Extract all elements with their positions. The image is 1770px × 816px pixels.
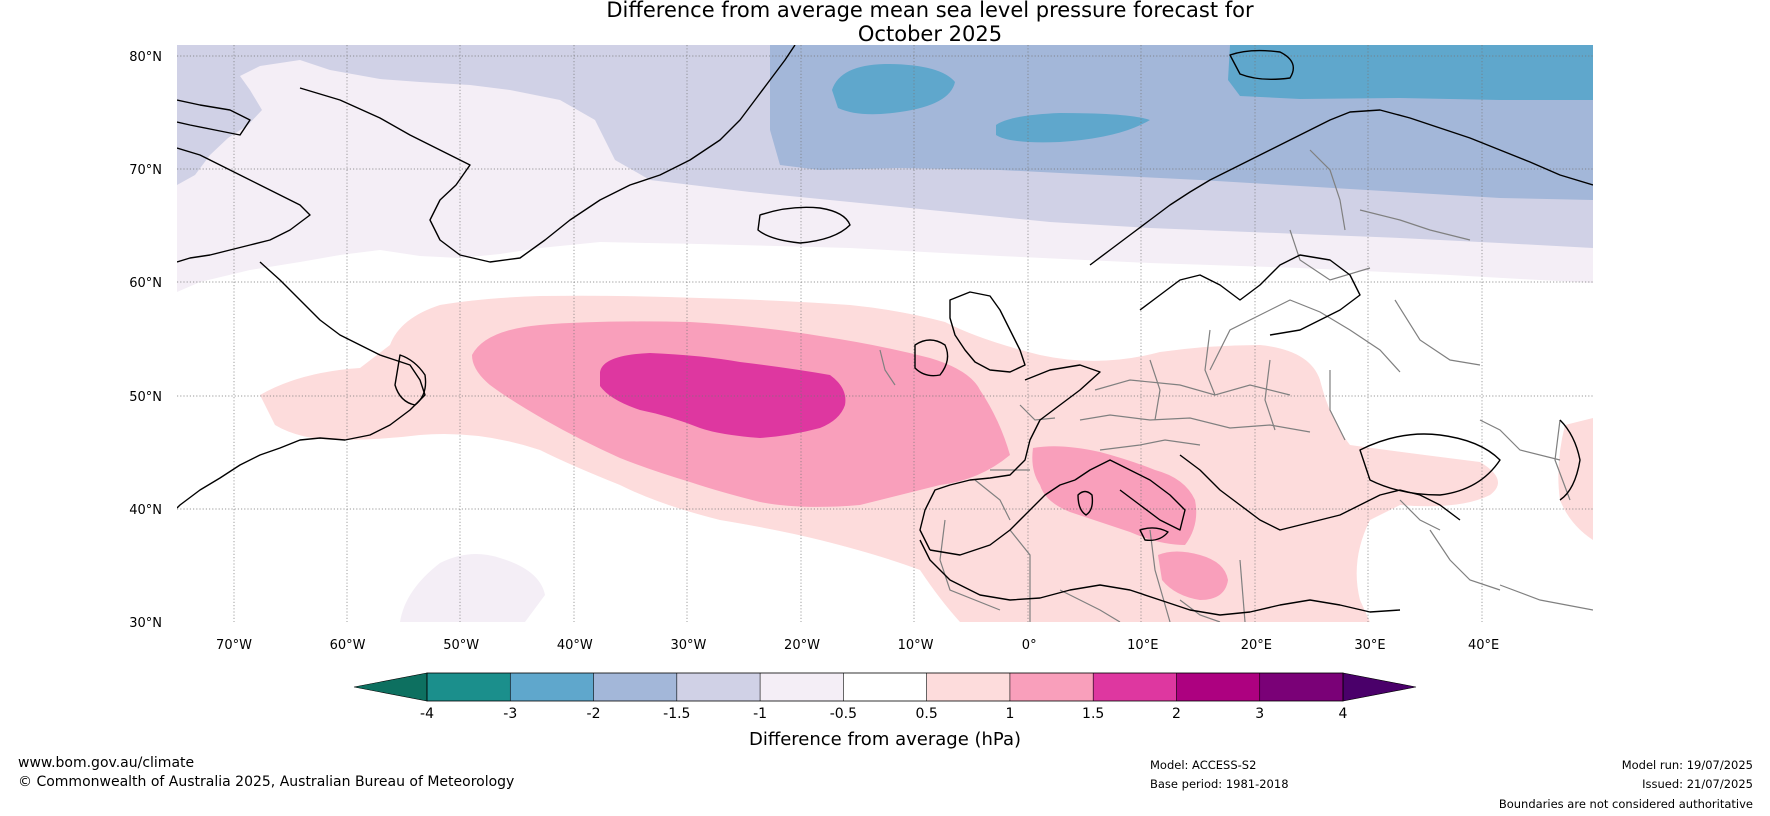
lat-label: 70°N [129, 163, 162, 178]
graticule [177, 45, 1593, 622]
coast-newfoundland [394, 354, 427, 406]
lon-label: 10°W [898, 638, 934, 653]
coast-iberia [929, 479, 1076, 556]
footer-base-period: Base period: 1981-2018 [1150, 777, 1289, 791]
map-plot-area [177, 45, 1593, 622]
title-line-1: Difference from average mean sea level p… [606, 0, 1254, 22]
coast-sicily [1139, 527, 1169, 542]
coast-svalbard [1229, 49, 1294, 81]
colorbar-tick-label: 1 [1005, 706, 1014, 722]
footer-model: Model: ACCESS-S2 [1150, 758, 1257, 772]
contour-neg-2-a [1228, 45, 1593, 100]
contour-pos-1-med [1032, 446, 1197, 545]
colorbar-tick-label: -1 [753, 706, 767, 722]
contour-pos-1p5 [600, 353, 846, 438]
colorbar-tick-label: -1.5 [663, 706, 690, 722]
coast-greenland [299, 45, 796, 263]
lon-label: 60°W [330, 638, 366, 653]
colorbar-label: Difference from average (hPa) [749, 729, 1021, 750]
coast-sardinia [1077, 490, 1094, 516]
lat-label: 30°N [129, 616, 162, 631]
colorbar-tick-label: 4 [1339, 706, 1348, 722]
coast-scandinavia [1089, 109, 1593, 266]
coast-iceland [757, 206, 851, 244]
longitude-labels: 70°W 60°W 50°W 40°W 30°W 20°W 10°W 0° 10°E 20°E 30… [216, 638, 1499, 653]
colorbar-over-arrow [1342, 672, 1417, 702]
lon-label: 30°E [1354, 638, 1385, 653]
colorbar-tick-label: -3 [503, 706, 517, 722]
contour-neg-2-c [996, 113, 1150, 143]
colorbar-swatch [1093, 673, 1177, 701]
colorbar-swatch [676, 673, 761, 701]
coast-canada-arctic [177, 147, 311, 263]
colorbar-swatch [1009, 673, 1094, 701]
lat-label: 60°N [129, 276, 162, 291]
contour-neg-2-b [832, 64, 955, 115]
contour-pos-1-libya [1158, 551, 1228, 600]
colorbar-swatch [593, 673, 677, 701]
coast-europe-west [919, 364, 1101, 551]
latitude-labels: 80°N 70°N 60°N 50°N 40°N 30°N [129, 50, 162, 631]
title-line-2: October 2025 [857, 22, 1003, 46]
lon-label: 40°E [1468, 638, 1499, 653]
country-borders [879, 149, 1593, 622]
coast-italy [1074, 459, 1186, 531]
footer-model-run: Model run: 19/07/2025 [1621, 758, 1753, 772]
coast-ireland [914, 339, 949, 377]
coastlines [177, 45, 1593, 616]
lon-label: 70°W [216, 638, 252, 653]
colorbar-swatch [926, 673, 1010, 701]
contour-neg-0p5-south [400, 554, 545, 622]
lon-label: 20°E [1241, 638, 1272, 653]
colorbar-tick-label: 3 [1255, 706, 1264, 722]
coast-british-isles [949, 291, 1026, 373]
colorbar-swatch [1259, 673, 1343, 701]
colorbar-swatch [760, 673, 844, 701]
lat-label: 80°N [129, 50, 162, 65]
footer-issued: Issued: 21/07/2025 [1642, 777, 1753, 791]
footer-website: www.bom.gov.au/climate [18, 755, 195, 771]
colorbar: -4 -3 -2 -1.5 -1 -0.5 0.5 1 1.5 2 3 4 [353, 672, 1417, 722]
lon-label: 0° [1022, 638, 1037, 653]
coast-canada-islands [177, 99, 251, 136]
colorbar-tick-label: -4 [420, 706, 434, 722]
coast-caspian [1559, 419, 1581, 501]
colorbar-under-arrow [353, 672, 428, 702]
coast-north-africa [919, 539, 1401, 616]
colorbar-tick-label: 0.5 [916, 706, 938, 722]
colorbar-swatch [843, 673, 927, 701]
colorbar-swatch [427, 673, 511, 701]
coast-black-sea [1359, 433, 1501, 496]
map-title: Difference from average mean sea level p… [0, 0, 1770, 46]
lon-label: 30°W [670, 638, 706, 653]
colorbar-swatch [1176, 673, 1260, 701]
lon-label: 50°W [443, 638, 479, 653]
lon-label: 40°W [557, 638, 593, 653]
lon-label: 10°E [1127, 638, 1158, 653]
colorbar-tick-label: -2 [587, 706, 601, 722]
colorbar-tick-label: 1.5 [1082, 706, 1104, 722]
colorbar-tick-label: 2 [1172, 706, 1181, 722]
lon-label: 20°W [784, 638, 820, 653]
coast-labrador [177, 261, 426, 509]
lat-label: 50°N [129, 390, 162, 405]
footer-copyright: © Commonwealth of Australia 2025, Austra… [18, 774, 515, 790]
coast-baltic [1139, 254, 1361, 336]
lat-label: 40°N [129, 503, 162, 518]
footer-disclaimer: Boundaries are not considered authoritat… [1498, 797, 1753, 811]
colorbar-swatch [510, 673, 594, 701]
colorbar-tick-label: -0.5 [830, 706, 857, 722]
